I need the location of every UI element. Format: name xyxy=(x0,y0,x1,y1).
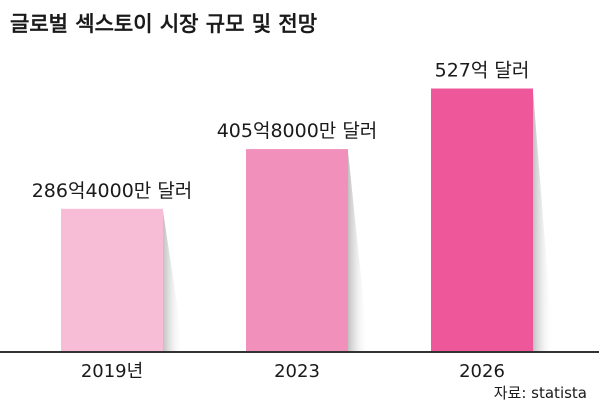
chart-title: 글로벌 섹스토이 시장 규모 및 전망 xyxy=(10,12,317,36)
bar-shadow xyxy=(533,90,553,352)
bar-shadow xyxy=(163,210,183,352)
bar xyxy=(61,208,163,352)
bar xyxy=(246,149,348,352)
bar xyxy=(431,88,533,352)
bars-layer: 286억4000만 달러 405억8000만 달러 527억 달러 xyxy=(32,60,553,352)
bar-shadow xyxy=(348,151,368,352)
category-label: 2023 xyxy=(274,361,320,382)
category-label: 2026 xyxy=(459,361,505,382)
value-label: 405억8000만 달러 xyxy=(217,120,378,142)
ticks-layer: 2019년 2023 2026 xyxy=(81,361,505,382)
value-label: 527억 달러 xyxy=(435,60,530,82)
category-label: 2019년 xyxy=(81,361,143,382)
source-note: 자료: statista xyxy=(494,384,587,402)
value-label: 286억4000만 달러 xyxy=(32,180,193,202)
